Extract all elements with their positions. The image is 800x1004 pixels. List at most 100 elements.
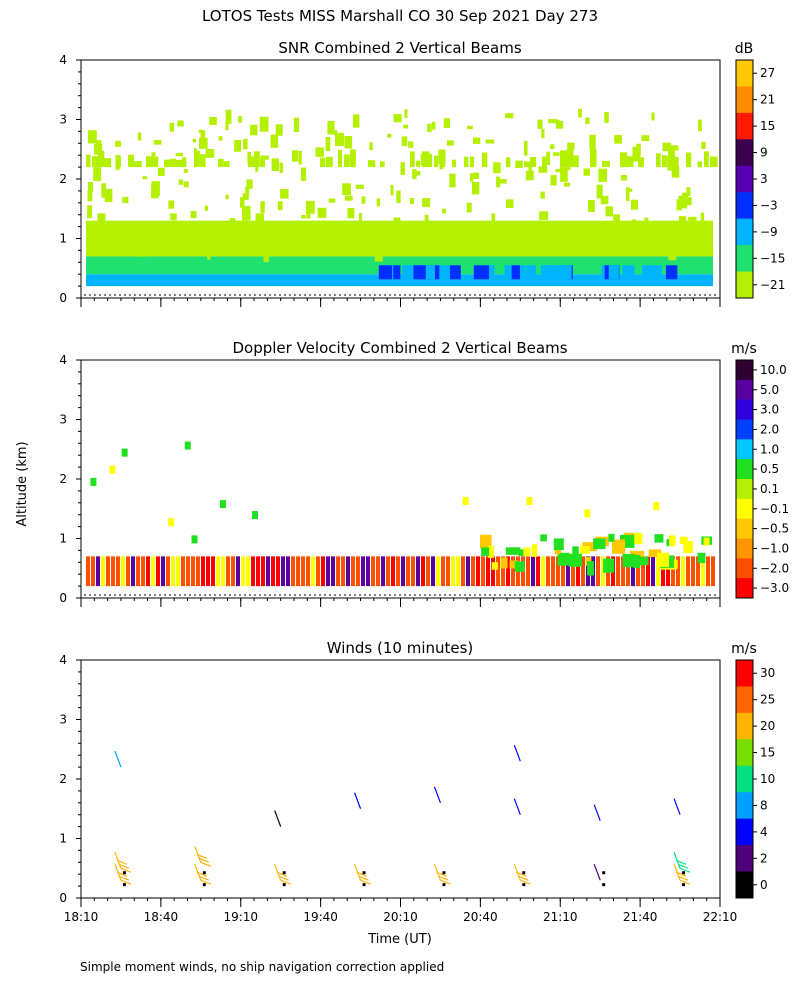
snr-patch (440, 232, 446, 246)
x-tick-label: 18:40 (144, 910, 179, 924)
snr-patch (498, 234, 504, 246)
wind-marker (522, 883, 526, 887)
snr-patch (225, 194, 229, 200)
colorbar-unit-doppler: m/s (731, 341, 757, 357)
snr-patch (550, 144, 555, 150)
snr-strong-patch (608, 265, 619, 280)
snr-patch (302, 228, 310, 236)
doppler-cell (654, 534, 664, 543)
snr-patch (338, 149, 343, 168)
snr-patch (560, 150, 567, 168)
doppler-cell (553, 538, 564, 551)
snr-patch (170, 213, 177, 221)
snr-patch (550, 175, 557, 186)
snr-patch (669, 145, 679, 151)
snr-patch (651, 112, 655, 121)
doppler-cell (554, 548, 562, 555)
snr-patch (427, 123, 432, 133)
wind-barb-feather (360, 879, 371, 885)
snr-strong-patch (449, 265, 461, 280)
colorbar-swatch (736, 399, 753, 420)
doppler-cell (276, 556, 280, 587)
snr-patch (275, 124, 283, 136)
snr-strong-patch (650, 265, 662, 280)
snr-patch (525, 170, 534, 181)
doppler-cell (653, 502, 660, 511)
doppler-cell (436, 556, 440, 587)
colorbar-swatch (736, 765, 753, 793)
snr-patch (530, 157, 537, 168)
doppler-cell (326, 556, 330, 587)
doppler-cell (646, 556, 650, 587)
wind-barb-feather (200, 861, 212, 867)
snr-patch (674, 156, 679, 168)
snr-patch (175, 229, 181, 234)
wind-marker (122, 871, 126, 875)
x-axis-label: Time (UT) (367, 932, 432, 947)
snr-strong-patch (473, 265, 490, 280)
doppler-cell (491, 562, 498, 570)
y-tick-label: 3 (59, 713, 67, 727)
doppler-cell (641, 556, 645, 587)
doppler-cell (631, 556, 635, 587)
doppler-cell (219, 500, 226, 509)
doppler-cell (462, 496, 469, 505)
doppler-cell (571, 556, 575, 587)
snr-patch (613, 214, 620, 230)
snr-patch (467, 125, 473, 130)
wind-barb (114, 750, 122, 768)
doppler-cell (90, 477, 97, 486)
snr-patch (192, 139, 196, 143)
snr-patch (614, 134, 623, 144)
snr-patch (387, 133, 392, 138)
snr-patch (87, 205, 93, 219)
snr-patch (148, 237, 153, 246)
wind-barb-feather (198, 857, 210, 863)
snr-patch (602, 160, 610, 168)
snr-patch (620, 175, 627, 181)
snr-patch (556, 229, 562, 240)
doppler-cell (560, 552, 570, 566)
snr-patch (704, 151, 709, 168)
doppler-cell (672, 559, 678, 570)
snr-strong-patch (511, 265, 520, 280)
snr-patch (242, 192, 249, 200)
snr-patch (578, 108, 582, 118)
snr-patch (93, 167, 102, 182)
panel-title-winds: Winds (10 minutes) (327, 639, 474, 657)
snr-patch (438, 149, 446, 164)
snr-patch (669, 149, 675, 162)
snr-patch (644, 217, 649, 229)
doppler-cell (176, 556, 180, 587)
snr-patch (142, 176, 147, 180)
wind-marker (362, 883, 366, 887)
y-tick-label: 4 (59, 53, 67, 67)
doppler-cell (356, 556, 360, 587)
snr-patch (429, 248, 438, 257)
snr-patch (390, 184, 394, 196)
doppler-cell (316, 556, 320, 587)
snr-patch (242, 205, 251, 221)
doppler-cell (471, 556, 475, 587)
wind-marker (282, 871, 286, 875)
snr-patch (291, 235, 297, 243)
wind-barb-feather (120, 867, 132, 873)
colorbar-swatch (736, 439, 753, 460)
doppler-cell (401, 556, 405, 587)
doppler-cell (703, 537, 710, 546)
colorbar-tick-label: −9 (760, 225, 778, 239)
doppler-cell (531, 556, 535, 587)
snr-patch (298, 229, 305, 245)
doppler-cell (281, 556, 285, 587)
snr-patch (368, 160, 376, 168)
wind-marker (602, 883, 606, 887)
snr-patch (304, 222, 310, 232)
snr-patch (152, 156, 159, 168)
wind-barb (433, 786, 441, 804)
snr-strong-patch (622, 265, 635, 280)
snr-patch (441, 208, 446, 214)
doppler-cell (576, 556, 580, 587)
doppler-cell (111, 556, 115, 587)
colorbar-tick-label: −0.1 (760, 502, 789, 516)
y-tick-label: 0 (59, 291, 67, 305)
